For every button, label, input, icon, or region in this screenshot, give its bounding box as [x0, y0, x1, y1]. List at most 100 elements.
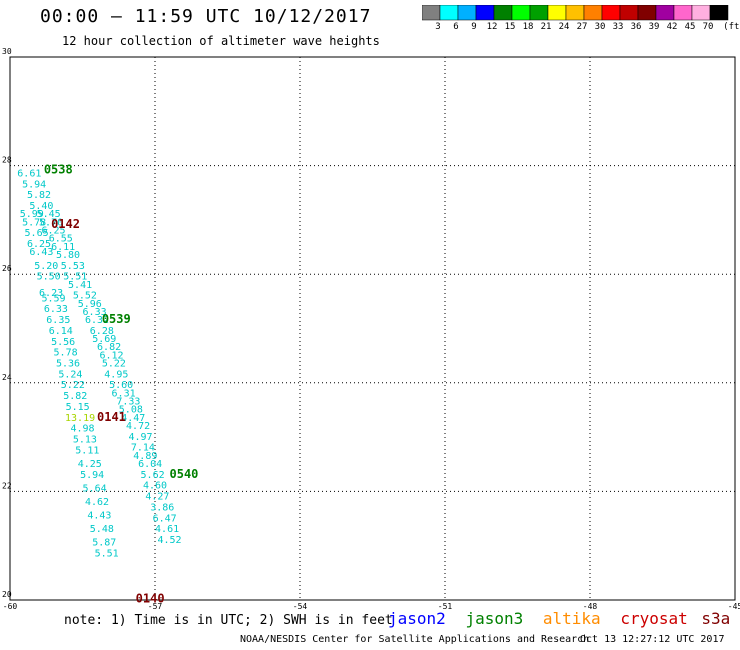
page-subtitle: 12 hour collection of altimeter wave hei…: [62, 34, 380, 48]
colorbar-label: 27: [576, 22, 588, 32]
wave-height-value: 5.22: [61, 380, 85, 391]
wave-height-value: 4.62: [85, 497, 109, 508]
wave-height-value: 6.04: [138, 459, 162, 470]
wave-height-value: 3.86: [150, 502, 174, 513]
wave-height-value: 5.82: [27, 190, 51, 201]
wave-height-value: 4.97: [128, 432, 152, 443]
pass-number-label: 0142: [51, 217, 80, 231]
wave-height-value: 5.13: [73, 435, 97, 446]
wave-height-value: 4.60: [143, 481, 167, 492]
credit-line: NOAA/NESDIS Center for Satellite Applica…: [240, 634, 590, 645]
wave-height-value: 5.20: [34, 261, 58, 272]
lat-tick-label: 30: [2, 47, 12, 56]
wave-height-value: 5.50: [37, 272, 61, 283]
colorbar-label: 12: [486, 22, 498, 32]
units-note: note: 1) Time is in UTC; 2) SWH is in fe…: [64, 613, 393, 628]
wave-height-value: 4.72: [126, 421, 150, 432]
lon-tick-label: -51: [438, 602, 453, 611]
wave-height-value: 5.96: [78, 299, 102, 310]
wave-height-value: 6.25: [27, 239, 51, 250]
colorbar-label: 70: [702, 22, 714, 32]
wave-height-value: 6.28: [90, 326, 114, 337]
colorbar-label: 39: [648, 22, 660, 32]
colorbar-label: 24: [558, 22, 570, 32]
wave-height-value: 7.33: [116, 397, 140, 408]
wave-height-value: 4.61: [155, 524, 179, 535]
wave-height-value: 5.80: [56, 250, 80, 261]
wave-height-value: 6.35: [46, 315, 70, 326]
lon-tick-label: -45: [728, 602, 740, 611]
wave-height-value: 6.12: [99, 350, 123, 361]
wave-height-value: 5.59: [41, 293, 65, 304]
lon-tick-label: -60: [3, 602, 18, 611]
lat-tick-label: 24: [2, 373, 12, 382]
wave-height-value: 6.47: [153, 513, 177, 524]
wave-height-value: 5.24: [58, 369, 82, 380]
colorbar-label: 18: [522, 22, 534, 32]
wave-height-value: 6.61: [17, 168, 41, 179]
wave-height-value: 6.33: [83, 307, 107, 318]
colorbar-label: 21: [540, 22, 552, 32]
satellite-legend: jason2 jason3 altika cryosat s3a: [388, 609, 740, 628]
wave-height-value: 4.98: [70, 424, 94, 435]
colorbar-label: 30: [594, 22, 606, 32]
generation-timestamp: Oct 13 12:27:12 UTC 2017: [580, 634, 725, 645]
colorbar-label: 15: [504, 22, 516, 32]
colorbar-label: 42: [666, 22, 678, 32]
wave-height-value: 5.87: [92, 538, 116, 549]
colorbar-label: 33: [612, 22, 624, 32]
wave-height-value: 5.56: [51, 337, 75, 348]
colorbar-label: 6: [453, 22, 459, 32]
wave-height-value: 5.94: [80, 470, 104, 481]
lat-tick-label: 26: [2, 264, 12, 273]
wave-height-value: 5.53: [61, 261, 85, 272]
wave-height-value: 6.14: [49, 326, 73, 337]
wave-height-value: 5.65: [25, 228, 49, 239]
colorbar-label: 36: [630, 22, 642, 32]
map-frame: [9, 56, 736, 601]
colorbar-label: 3: [435, 22, 441, 32]
wave-height-value: 5.22: [102, 359, 126, 370]
wave-height-value: 6.82: [97, 342, 121, 353]
wave-height-value: 4.89: [133, 451, 157, 462]
legend-cryosat: cryosat: [620, 609, 688, 628]
wave-height-value: 5.08: [119, 405, 143, 416]
wave-height-value: 5.78: [54, 348, 78, 359]
wave-height-value: 4.43: [87, 511, 111, 522]
wave-height-value: 5.82: [63, 391, 87, 402]
page-title: 00:00 – 11:59 UTC 10/12/2017: [40, 6, 372, 27]
wave-height-value: 5.51: [63, 272, 87, 283]
pass-number-label: 0141: [97, 410, 126, 424]
wave-height-colorbar: [422, 5, 729, 21]
wave-height-value: 5.99: [20, 209, 44, 220]
wave-height-value: 5.78: [22, 217, 46, 228]
wave-height-value: 4.27: [145, 492, 169, 503]
wave-height-value: 6.25: [41, 225, 65, 236]
wave-height-value: 4.47: [121, 413, 145, 424]
wave-height-value: 5.48: [90, 524, 114, 535]
pass-number-label: 0540: [170, 467, 199, 481]
wave-height-value: 5.60: [109, 380, 133, 391]
lon-tick-label: -54: [293, 602, 308, 611]
wave-height-value: 5.15: [66, 402, 90, 413]
pass-number-label: 0140: [136, 592, 165, 606]
wave-height-value: 5.52: [73, 291, 97, 302]
wave-height-value: 5.11: [75, 445, 99, 456]
wave-height-value: 5.45: [37, 209, 61, 220]
wave-height-value: 6.23: [39, 288, 63, 299]
wave-height-value: 5.36: [56, 359, 80, 370]
wave-height-value: 4.25: [78, 459, 102, 470]
colorbar-label: (ft): [723, 22, 740, 32]
wave-height-value: 4.52: [157, 535, 181, 546]
wave-height-value: 6.55: [49, 234, 73, 245]
wave-height-value: 5.64: [83, 483, 107, 494]
wave-height-value: 5.94: [22, 179, 46, 190]
lat-tick-label: 20: [2, 590, 12, 599]
colorbar-label: 9: [471, 22, 477, 32]
legend-s3a: s3a: [701, 609, 731, 628]
legend-jason3: jason3: [465, 609, 524, 628]
wave-height-value: 6.43: [29, 247, 53, 258]
lon-tick-label: -48: [583, 602, 598, 611]
